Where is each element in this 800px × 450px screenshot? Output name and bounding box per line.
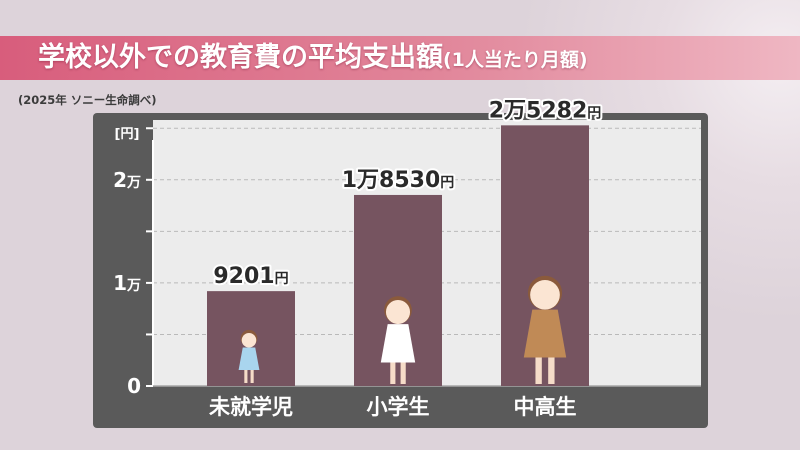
child-illustration-preschool <box>238 329 260 383</box>
chart-title: 学校以外での教育費の平均支出額(1人当たり月額) <box>38 36 588 80</box>
child-illustration-elementary <box>380 296 416 384</box>
x-tick-label: 未就学児 <box>209 395 293 419</box>
title-sub: (1人当たり月額) <box>443 49 588 71</box>
title-banner: 学校以外での教育費の平均支出額(1人当たり月額) <box>0 36 800 80</box>
data-label: 2万5282円 <box>489 98 602 123</box>
child-illustration-secondary <box>523 275 567 384</box>
y-tick-label: 2万 <box>113 168 141 192</box>
x-tick-label: 小学生 <box>367 395 430 419</box>
data-label: 9201円 <box>213 264 288 289</box>
title-main: 学校以外での教育費の平均支出額 <box>38 42 443 73</box>
y-axis-unit-label: [円] <box>115 127 140 142</box>
y-tick-label: 1万 <box>113 271 141 295</box>
y-tick-label: 0 <box>127 374 141 398</box>
data-label: 1万8530円 <box>342 168 455 193</box>
source-note: (2025年 ソニー生命調べ) <box>18 93 157 107</box>
x-tick-label: 中高生 <box>514 395 577 419</box>
